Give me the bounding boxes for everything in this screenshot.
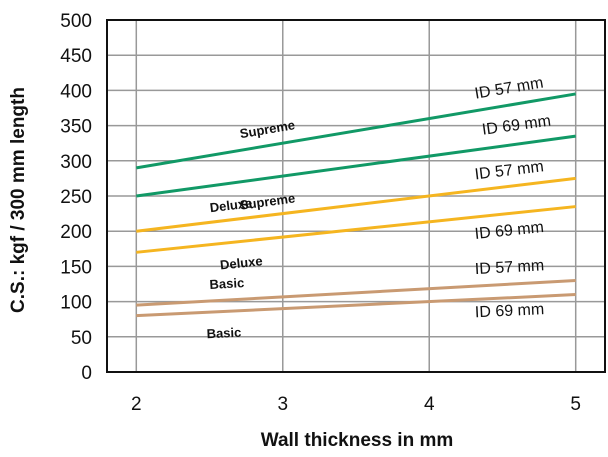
y-tick-label-3: 150: [60, 257, 92, 278]
series-name-label-1: Supreme: [239, 190, 296, 212]
x-tick-label-1: 3: [277, 394, 288, 415]
series-name-label-4: Basic: [209, 275, 244, 292]
series-name-label-0: Supreme: [239, 117, 296, 141]
series-id-label-1: ID 69 mm: [481, 113, 552, 139]
x-axis-title: Wall thickness in mm: [261, 430, 454, 451]
x-tick-label-2: 4: [424, 394, 435, 415]
x-tick-labels: 2 3 4 5: [131, 394, 581, 415]
series-line-0: [136, 92, 576, 170]
y-tick-label-7: 350: [60, 117, 92, 138]
y-tick-label-9: 450: [60, 46, 92, 67]
series-line-4: [136, 278, 576, 307]
series-name-label-3: Deluxe: [219, 253, 263, 272]
y-tick-label-6: 300: [60, 152, 92, 173]
series-lines: [136, 92, 576, 318]
y-tick-label-2: 100: [60, 293, 92, 314]
series-line-5: [136, 293, 576, 318]
series-name-label-2: Deluxe: [209, 195, 253, 215]
y-tick-label-10: 500: [60, 11, 92, 32]
y-tick-label-5: 250: [60, 187, 92, 208]
series-id-label-0: ID 57 mm: [473, 74, 544, 102]
series-name-label-5: Basic: [206, 325, 241, 342]
series-id-label-4: ID 57 mm: [474, 257, 544, 278]
series-id-label-3: ID 69 mm: [474, 219, 545, 243]
plot-frame: [106, 19, 606, 373]
y-tick-labels: 0 50 100 150 200 250 300 350 400 450 500: [60, 11, 92, 384]
series-id-label-2: ID 57 mm: [474, 158, 545, 183]
grid: [107, 20, 605, 372]
series-line-1: [136, 134, 576, 198]
series-id-label-5: ID 69 mm: [475, 301, 545, 321]
x-tick-label-3: 5: [570, 394, 581, 415]
y-tick-label-8: 400: [60, 81, 92, 102]
y-tick-label-1: 50: [71, 328, 92, 349]
y-tick-label-0: 0: [81, 363, 92, 384]
y-tick-label-4: 200: [60, 222, 92, 243]
series-line-3: [136, 205, 576, 254]
series-line-2: [136, 176, 576, 233]
y-axis-title: C.S.: kgf / 300 mm length: [8, 87, 29, 313]
x-tick-label-0: 2: [131, 394, 142, 415]
